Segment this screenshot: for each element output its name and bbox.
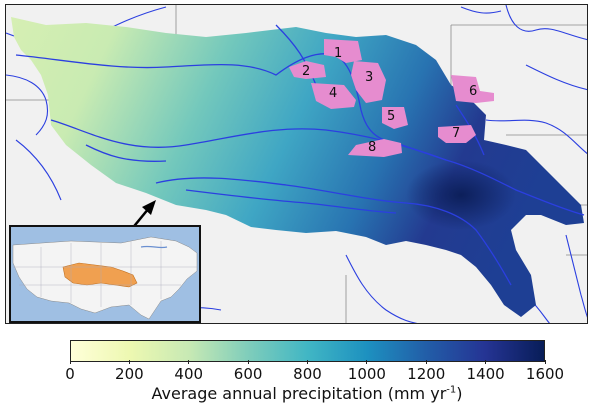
- region-label-3: 3: [365, 70, 373, 85]
- colorbar-title-end: ): [456, 384, 463, 403]
- region-6: [451, 75, 494, 103]
- colorbar-tick-label: 1600: [525, 365, 565, 383]
- colorbar-tick-label: 800: [293, 365, 322, 383]
- region-label-6: 6: [469, 84, 477, 99]
- region-label-5: 5: [387, 109, 395, 124]
- region-5: [382, 107, 408, 129]
- basin-rivers: [15, 24, 585, 286]
- colorbar-title: Average annual precipitation (mm yr-1): [151, 384, 462, 403]
- us-inset-map: [9, 225, 201, 323]
- colorbar-title-text: Average annual precipitation (mm yr: [151, 384, 447, 403]
- colorbar-tick-mark: [188, 360, 190, 364]
- colorbar-canvas: [71, 341, 544, 361]
- colorbar-tick-mark: [128, 360, 130, 364]
- wettest-area: [406, 160, 516, 230]
- map-canvas: 1 2 3 4 5 6 7 8: [6, 5, 587, 323]
- colorbar-tick-label: 0: [65, 365, 75, 383]
- colorbar-tick-label: 200: [115, 365, 144, 383]
- region-7: [438, 125, 476, 143]
- colorbar-tick-label: 600: [233, 365, 263, 383]
- colorbar-tick-label: 1000: [347, 365, 386, 383]
- colorbar-tick-mark: [366, 360, 368, 364]
- region-label-8: 8: [368, 140, 376, 155]
- colorbar-tick-label: 1400: [466, 365, 505, 383]
- colorbar-tick-label: 1200: [407, 365, 446, 383]
- precipitation-colorbar: [70, 340, 545, 362]
- region-labels: 1 2 3 4 5 6 7 8: [302, 46, 477, 155]
- colorbar-tick-mark: [544, 360, 546, 364]
- precipitation-map: 1 2 3 4 5 6 7 8: [5, 4, 588, 324]
- region-8: [348, 139, 402, 157]
- colorbar-tick-mark: [485, 360, 487, 364]
- region-1: [324, 39, 362, 63]
- colorbar-tick-mark: [247, 360, 249, 364]
- colorbar-tick-label: 400: [174, 365, 204, 383]
- basin-shape: [11, 17, 584, 317]
- region-label-7: 7: [452, 126, 460, 141]
- highlighted-regions: [289, 39, 494, 157]
- colorbar-tick-mark: [307, 360, 308, 364]
- colorbar-tick-mark: [425, 360, 427, 364]
- region-label-2: 2: [302, 64, 310, 79]
- colorbar-title-exponent: -1: [446, 384, 457, 396]
- region-3: [351, 61, 386, 103]
- region-2: [289, 61, 326, 79]
- region-label-4: 4: [329, 86, 337, 101]
- region-4: [311, 83, 356, 109]
- colorbar-tick-mark: [69, 360, 71, 364]
- inset-canvas: [11, 227, 199, 321]
- region-label-1: 1: [334, 46, 342, 61]
- colorbar-gradient: [71, 341, 544, 361]
